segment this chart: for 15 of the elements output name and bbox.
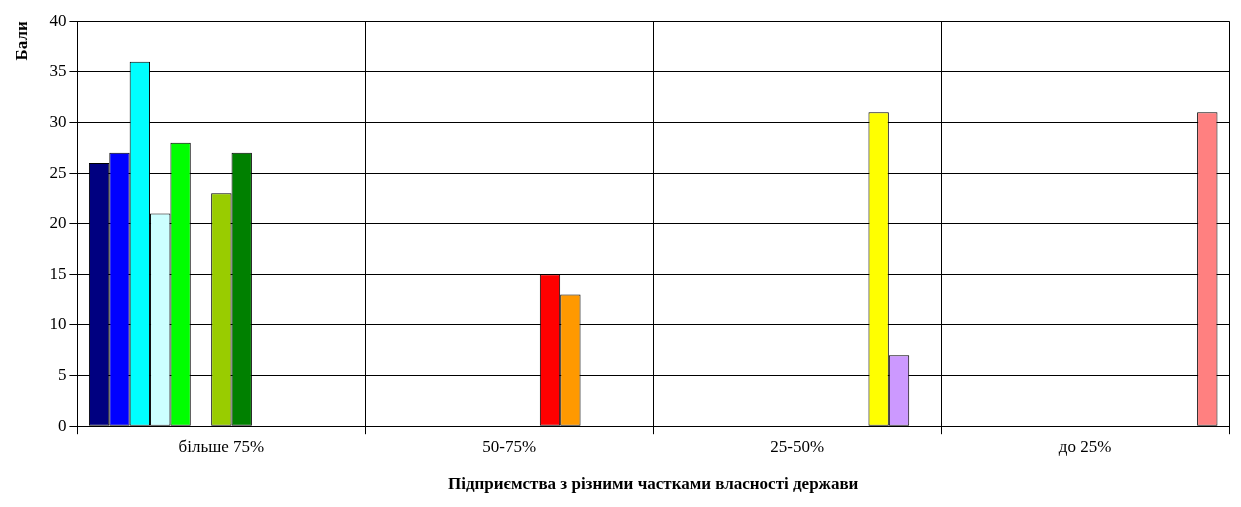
x-axis-title: Підприємства з різними частками власності держави xyxy=(448,474,859,494)
x-tick-label: 50-75% xyxy=(482,436,537,456)
y-tick-label: 15 xyxy=(49,263,67,283)
y-axis-title: Бали xyxy=(11,21,31,61)
y-tick-label: 20 xyxy=(49,213,67,233)
y-tick-label: 30 xyxy=(49,111,67,131)
y-tick-label: 5 xyxy=(57,365,67,385)
x-tick-label: 25-50% xyxy=(770,436,825,456)
y-tick-label: 25 xyxy=(49,162,67,182)
y-tick-label: 0 xyxy=(57,415,67,435)
x-tick-label: до 25% xyxy=(1058,436,1112,456)
y-tick-label: 10 xyxy=(49,314,67,334)
y-tick-label: 40 xyxy=(49,10,67,30)
y-tick-label: 35 xyxy=(49,61,67,81)
x-tick-label: більше 75% xyxy=(178,436,265,456)
